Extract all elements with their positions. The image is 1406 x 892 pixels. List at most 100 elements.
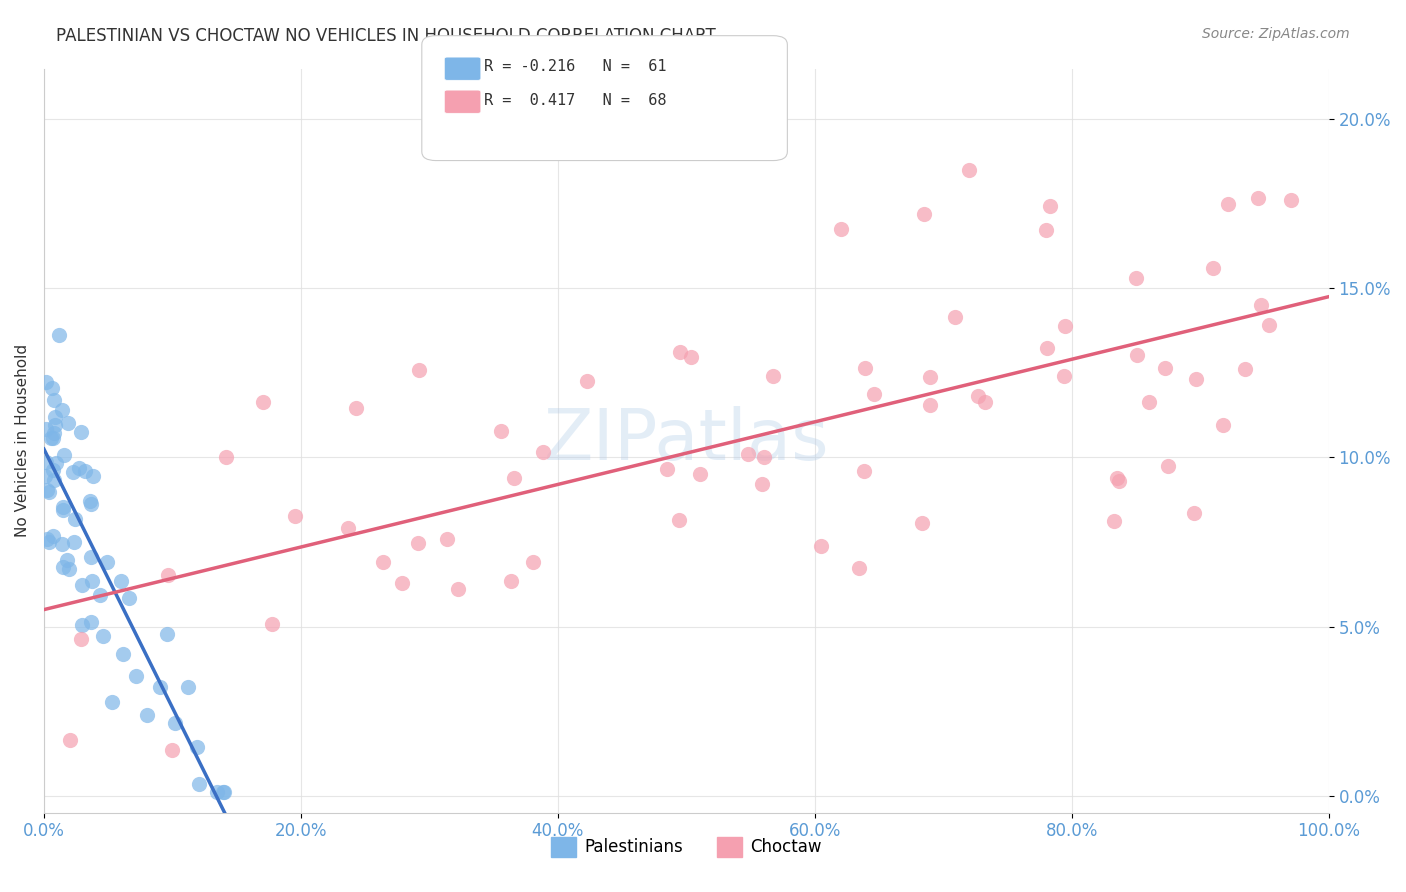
Point bbox=[1039, 199, 1062, 213]
Point bbox=[1139, 394, 1161, 409]
Point bbox=[1036, 341, 1059, 355]
Point bbox=[70, 425, 93, 439]
Point bbox=[111, 647, 134, 661]
Point bbox=[156, 627, 179, 641]
Point bbox=[754, 450, 776, 465]
Point bbox=[58, 562, 80, 576]
Point bbox=[531, 444, 554, 458]
Point bbox=[82, 468, 104, 483]
Point bbox=[751, 477, 773, 491]
Point bbox=[149, 681, 172, 695]
Point bbox=[863, 386, 886, 401]
Point bbox=[503, 470, 526, 484]
Point bbox=[447, 582, 470, 597]
Point bbox=[967, 389, 990, 403]
Point bbox=[669, 345, 692, 359]
Point bbox=[35, 375, 58, 389]
Point bbox=[1125, 271, 1147, 285]
Point bbox=[499, 574, 522, 588]
Point bbox=[51, 559, 73, 574]
Point bbox=[853, 464, 876, 478]
Point bbox=[974, 395, 997, 409]
Point bbox=[522, 555, 544, 569]
Point bbox=[918, 399, 941, 413]
Point bbox=[41, 529, 63, 543]
Point bbox=[34, 469, 56, 483]
Point bbox=[1108, 475, 1130, 489]
Point bbox=[830, 222, 852, 236]
Point bbox=[100, 695, 122, 709]
Point bbox=[73, 464, 96, 478]
Point bbox=[38, 485, 60, 500]
Point bbox=[737, 447, 759, 461]
Point bbox=[657, 462, 679, 476]
Point bbox=[406, 536, 429, 550]
Point bbox=[110, 574, 132, 589]
Point bbox=[911, 516, 934, 530]
Text: R = -0.216   N =  61: R = -0.216 N = 61 bbox=[484, 60, 666, 74]
Point bbox=[59, 733, 82, 747]
Point bbox=[35, 455, 58, 469]
Point bbox=[1053, 369, 1076, 384]
Point bbox=[212, 785, 235, 799]
Point bbox=[125, 669, 148, 683]
Point bbox=[1258, 318, 1281, 332]
Point bbox=[1154, 360, 1177, 375]
Point bbox=[56, 416, 79, 430]
Point bbox=[56, 553, 79, 567]
Point bbox=[80, 574, 103, 588]
Point bbox=[371, 555, 394, 569]
Y-axis label: No Vehicles in Household: No Vehicles in Household bbox=[15, 344, 30, 537]
Point bbox=[853, 361, 876, 376]
Point bbox=[136, 708, 159, 723]
Point bbox=[52, 503, 75, 517]
Point bbox=[44, 425, 66, 440]
Point bbox=[1102, 515, 1125, 529]
Point bbox=[1246, 192, 1268, 206]
Point bbox=[96, 555, 118, 569]
Point bbox=[205, 785, 228, 799]
Point bbox=[41, 381, 63, 395]
Point bbox=[575, 374, 598, 388]
Point bbox=[70, 578, 93, 592]
Text: R =  0.417   N =  68: R = 0.417 N = 68 bbox=[484, 94, 666, 108]
Point bbox=[848, 561, 870, 575]
Point bbox=[51, 500, 73, 514]
Point bbox=[160, 742, 183, 756]
Point bbox=[42, 431, 65, 445]
Point bbox=[689, 467, 711, 481]
Point bbox=[118, 591, 141, 606]
Point bbox=[1279, 193, 1302, 207]
Point bbox=[945, 310, 967, 324]
Point bbox=[156, 568, 179, 582]
Point bbox=[679, 350, 702, 364]
Point bbox=[284, 509, 307, 524]
Point bbox=[44, 418, 66, 433]
Point bbox=[1125, 347, 1147, 361]
Point bbox=[41, 462, 63, 476]
Point bbox=[45, 456, 67, 470]
Point bbox=[762, 369, 785, 384]
Point bbox=[89, 588, 111, 602]
Point bbox=[489, 424, 512, 438]
Point bbox=[91, 629, 114, 643]
Point bbox=[44, 393, 66, 408]
Point bbox=[69, 632, 91, 646]
Point bbox=[70, 617, 93, 632]
Point bbox=[391, 575, 413, 590]
Point bbox=[1234, 362, 1257, 376]
Point bbox=[1054, 319, 1077, 334]
Point bbox=[80, 498, 103, 512]
Point bbox=[62, 535, 84, 549]
Point bbox=[1250, 298, 1272, 312]
Point bbox=[44, 473, 66, 487]
Point bbox=[35, 483, 58, 498]
Text: PALESTINIAN VS CHOCTAW NO VEHICLES IN HOUSEHOLD CORRELATION CHART: PALESTINIAN VS CHOCTAW NO VEHICLES IN HO… bbox=[56, 27, 716, 45]
Point bbox=[1105, 471, 1128, 485]
Point bbox=[1212, 417, 1234, 432]
Point bbox=[1218, 197, 1240, 211]
Point bbox=[51, 536, 73, 550]
Point bbox=[1202, 261, 1225, 276]
Point bbox=[810, 539, 832, 553]
Point bbox=[215, 450, 238, 464]
